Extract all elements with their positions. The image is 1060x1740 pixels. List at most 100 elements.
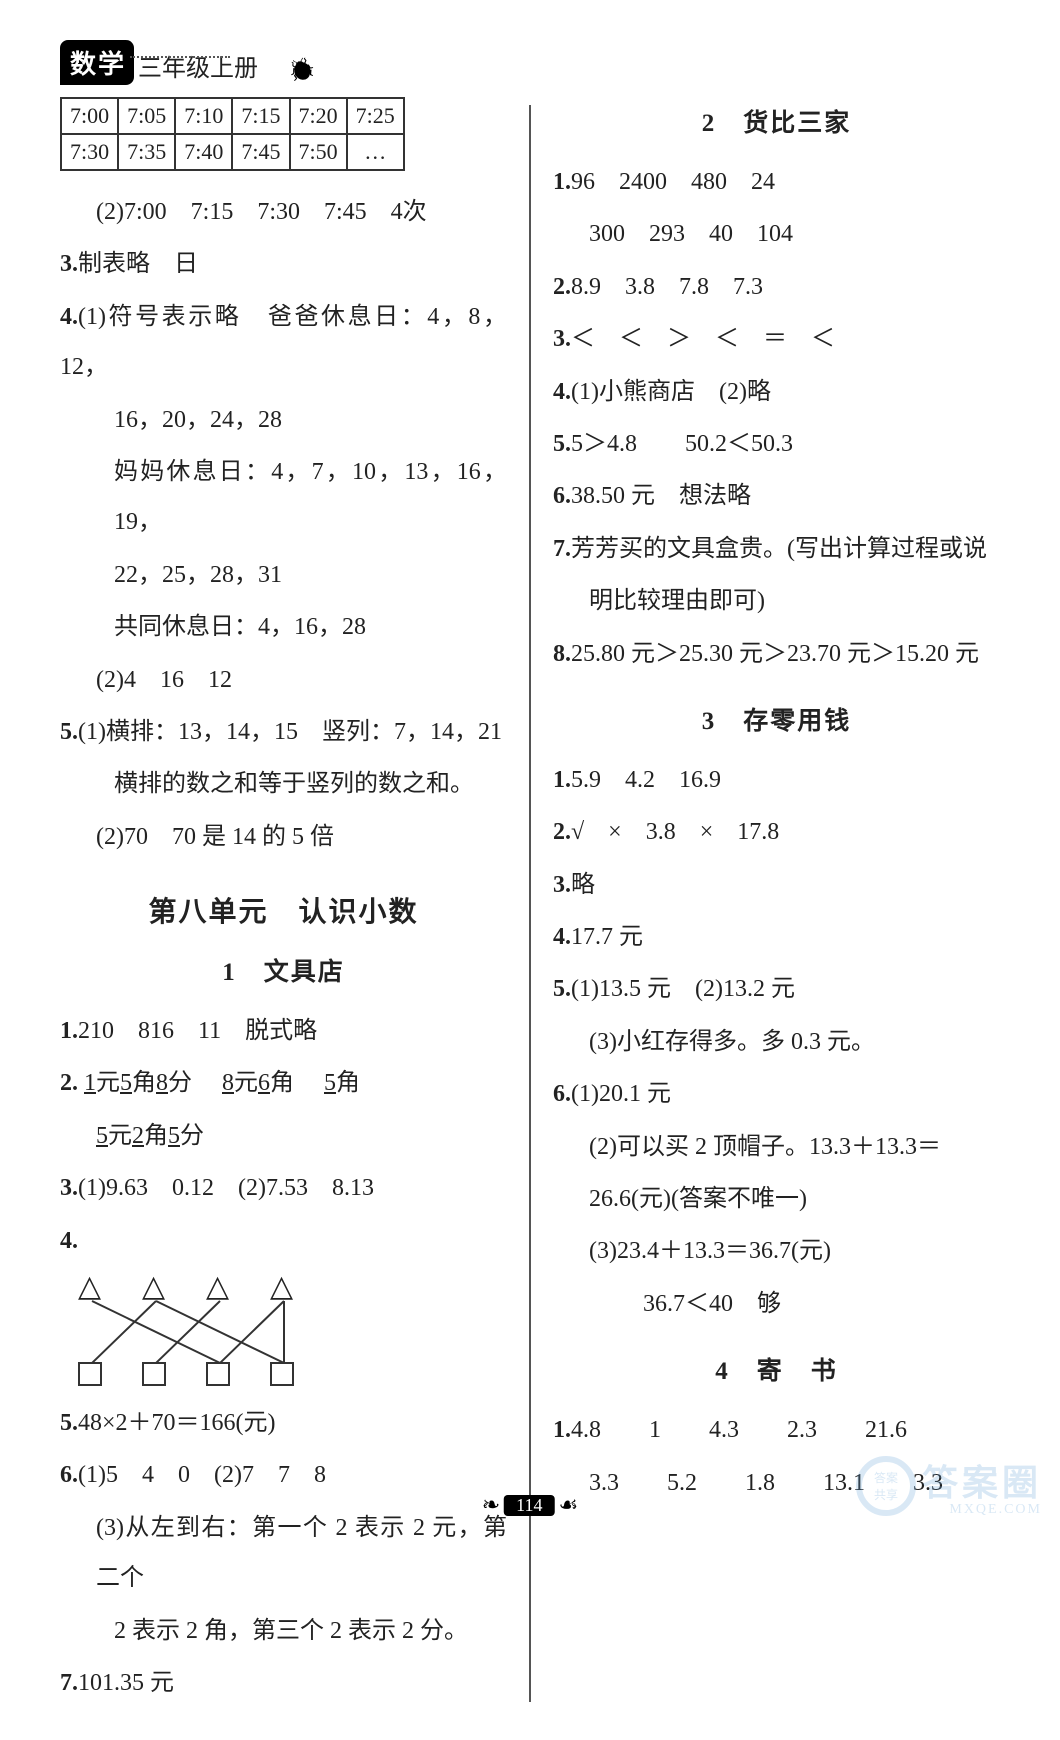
time-table: 7:00 7:05 7:10 7:15 7:20 7:25 7:30 7:35 …: [60, 97, 405, 171]
ub3: 5: [168, 1123, 180, 1149]
leaf-right-icon: ☙: [559, 1492, 579, 1518]
square-icon: [78, 1362, 102, 1386]
match-line: [283, 1301, 285, 1363]
tt-r1c4: 7:50: [290, 134, 347, 170]
s1-6b2: 2 表示 2 角，第三个 2 表示 2 分。: [60, 1606, 507, 1656]
tb2: 角: [144, 1123, 168, 1149]
r8-text: 25.80 元＞25.30 元＞23.70 元＞15.20 元: [571, 641, 979, 667]
tt-r0c0: 7:00: [61, 98, 118, 134]
r2-text: 8.9 3.8 7.8 7.3: [571, 274, 763, 300]
r2: 2. 8.9 3.8 7.8 7.3: [553, 262, 1000, 312]
t6a-text: (1)20.1 元: [571, 1081, 671, 1107]
watermark-text: 答案圈: [922, 1454, 1042, 1506]
u5: 6: [258, 1070, 270, 1096]
bug-icon: [288, 61, 318, 85]
t5: 角: [270, 1070, 318, 1096]
section-3-title: 3 存零用钱: [553, 701, 1000, 737]
left-4a: 4. (1)符号表示略 爸爸休息日：4，8，12，: [60, 292, 507, 393]
triangle-icon: △: [206, 1272, 229, 1302]
match-line: [155, 1300, 220, 1363]
left-4d: (2)4 16 12: [60, 655, 507, 705]
u2: 5: [120, 1070, 132, 1096]
tb3: 分: [180, 1123, 204, 1149]
tt-r1c2: 7:40: [175, 134, 232, 170]
watermark: 答案共享 答案圈 MXQE.COM: [856, 1454, 1042, 1518]
r7a-text: 芳芳买的文具盒贵。(写出计算过程或说: [571, 536, 987, 562]
s1-6a: 6. (1)5 4 0 (2)7 7 8: [60, 1450, 507, 1500]
s1-1-text: 210 816 11 脱式略: [78, 1018, 317, 1044]
t1: 1. 5.9 4.2 16.9: [553, 755, 1000, 805]
triangle-icon: △: [142, 1272, 165, 1302]
square-icon: [206, 1362, 230, 1386]
r1a: 1. 96 2400 480 24: [553, 157, 1000, 207]
square-icon: [270, 1362, 294, 1386]
r6-text: 38.50 元 想法略: [571, 483, 751, 509]
t5b: (3)小红存得多。多 0.3 元。: [553, 1017, 1000, 1067]
t6b: (2)可以买 2 顶帽子。13.3＋13.3＝: [553, 1122, 1000, 1172]
s1-5: 5. 48×2＋70＝166(元): [60, 1398, 507, 1448]
t5a: 5. (1)13.5 元 (2)13.2 元: [553, 964, 1000, 1014]
r5-text: 5＞4.8 50.2＜50.3: [571, 431, 793, 457]
t6c2: 36.7＜40 够: [553, 1279, 1000, 1329]
ub2: 2: [132, 1123, 144, 1149]
r8: 8. 25.80 元＞25.30 元＞23.70 元＞15.20 元: [553, 629, 1000, 679]
t4: 元: [234, 1070, 258, 1096]
left-4a2: 16，20，24，28: [60, 395, 507, 445]
u1: 1: [84, 1070, 96, 1096]
tt-r0c2: 7:10: [175, 98, 232, 134]
s1-3: 3. (1)9.63 0.12 (2)7.53 8.13: [60, 1163, 507, 1213]
tt-r0c5: 7:25: [347, 98, 404, 134]
s1-2a: 2. 1元5角8分 8元6角 5角: [60, 1058, 507, 1108]
t2: 角: [132, 1070, 156, 1096]
t2-text: √ × 3.8 × 17.8: [571, 819, 779, 845]
tt-r0c1: 7:05: [118, 98, 175, 134]
s1-5-text: 48×2＋70＝166(元): [78, 1410, 276, 1436]
u4: 8: [222, 1070, 234, 1096]
left-5a2: 横排的数之和等于竖列的数之和。: [60, 759, 507, 809]
subject-badge: 数 学: [60, 40, 134, 85]
s1-2b: 5元2角5分: [60, 1111, 507, 1161]
t6b2: 26.6(元)(答案不唯一): [553, 1174, 1000, 1224]
s1-6a-text: (1)5 4 0 (2)7 7 8: [78, 1462, 326, 1488]
t6: 角: [336, 1070, 360, 1096]
page-number: 114: [504, 1495, 554, 1516]
match-line: [92, 1300, 221, 1364]
u1a: 1. 4.8 1 4.3 2.3 21.6: [553, 1405, 1000, 1455]
badge-char-1: 数: [70, 44, 96, 81]
ub1: 5: [96, 1123, 108, 1149]
left-3: 3. 制表略 日: [60, 239, 507, 289]
match-line: [156, 1300, 285, 1364]
r7b: 明比较理由即可): [553, 576, 1000, 626]
r1b: 300 293 40 104: [553, 209, 1000, 259]
tt-r1c5: …: [347, 134, 404, 170]
tt-r1c0: 7:30: [61, 134, 118, 170]
left-5a: 5. (1)横排：13，14，15 竖列：7，14，21: [60, 707, 507, 757]
t1-text: 5.9 4.2 16.9: [571, 767, 721, 793]
s1-6b: (3)从左到右：第一个 2 表示 2 元，第二个: [60, 1503, 507, 1604]
leaf-left-icon: ❧: [482, 1492, 500, 1518]
triangle-icon: △: [270, 1272, 293, 1302]
square-icon: [142, 1362, 166, 1386]
section-2-title: 2 货比三家: [553, 103, 1000, 139]
t4-text: 17.7 元: [571, 924, 643, 950]
unit-title: 第八单元 认识小数: [60, 890, 507, 930]
tt-r0c3: 7:15: [232, 98, 289, 134]
s1-3-text: (1)9.63 0.12 (2)7.53 8.13: [78, 1175, 374, 1201]
r4: 4. (1)小熊商店 (2)略: [553, 367, 1000, 417]
t2: 2. √ × 3.8 × 17.8: [553, 807, 1000, 857]
r6: 6. 38.50 元 想法略: [553, 471, 1000, 521]
s1-7: 7. 101.35 元: [60, 1658, 507, 1708]
left-column: 7:00 7:05 7:10 7:15 7:20 7:25 7:30 7:35 …: [60, 97, 529, 1710]
t1: 元: [96, 1070, 120, 1096]
s1-7-text: 101.35 元: [78, 1670, 174, 1696]
r3-text: ＜ ＜ ＞ ＜ ＝ ＜: [571, 326, 835, 352]
page-header: 数 学 三年级上册: [60, 40, 1000, 85]
tb1: 元: [108, 1123, 132, 1149]
page-number-decor: ❧ 114 ☙: [482, 1492, 579, 1518]
dotted-trail: [130, 56, 230, 58]
u3: 8: [156, 1070, 168, 1096]
grade-label: 三年级上册: [138, 48, 258, 85]
left-2b: (2)7:00 7:15 7:30 7:45 4次: [60, 187, 507, 237]
left-4c: 共同休息日：4，16，28: [60, 602, 507, 652]
t6c: (3)23.4＋13.3＝36.7(元): [553, 1226, 1000, 1276]
